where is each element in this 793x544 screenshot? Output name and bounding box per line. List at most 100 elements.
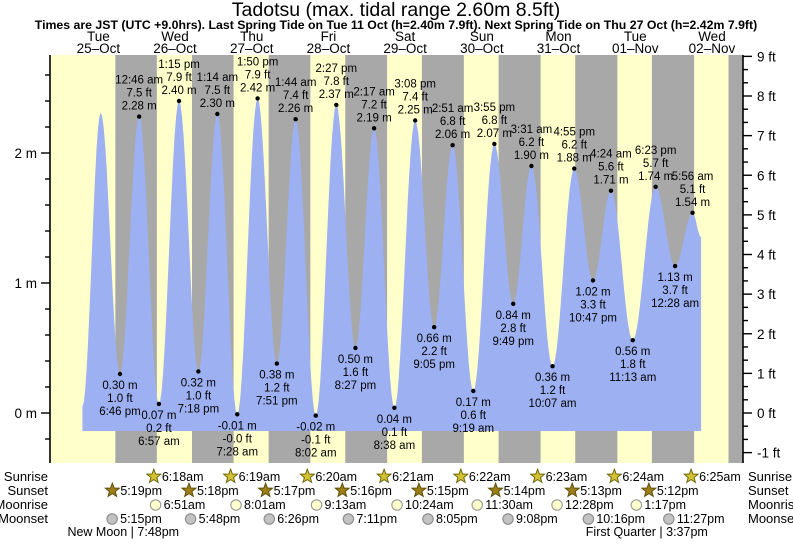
day-date-label: 29–Oct [383,41,427,56]
moonrise-icon [310,499,323,511]
right-axis-tick-label: 0 ft [757,406,776,421]
sunset-icon [180,481,198,498]
sunset-time: 5:14pm [504,484,546,498]
tide-extreme-dot [672,263,678,269]
sunset-time: 5:17pm [274,484,316,498]
tide-extreme-dot [353,345,358,351]
tide-curve [82,98,702,432]
high-tide-annotation: 4:55 pm 6.2 ft 1.88 m [553,127,595,165]
axes: 0 m 1 m 2 m -1 ft 0 ft 1 ft 2 ft 3 ft 4 ft 5 ft 6 … [14,49,781,463]
moonset-icon [502,513,514,525]
row-label-sunrise-left: Sunrise [4,469,48,484]
left-axis-tick-label: 0 m [14,406,37,421]
high-tide-annotation: 1:15 pm 7.9 ft 2.40 m [158,59,200,97]
sunset-time: 5:13pm [580,484,622,498]
tide-extreme-dot [653,184,658,189]
low-tide-annotation: 0.17 m 0.6 ft 9:19 am [452,397,494,435]
day-name-label: Sun [470,29,494,44]
chart-subtitle: Times are JST (UTC +9.0hrs). Last Spring… [35,18,757,32]
day-name-label: Sat [395,29,416,44]
sunset-time: 5:18pm [197,484,239,498]
tide-extreme-dot [392,405,397,410]
tide-extreme-dot [431,325,437,330]
right-axis-tick-label: 8 ft [757,89,776,104]
sunset-icon [640,481,658,498]
sunrise-icon [682,467,700,484]
right-axis-tick-label: 9 ft [757,49,776,64]
right-axis-tick-label: 4 ft [757,248,776,263]
day-date-label: 27–Oct [230,41,274,56]
low-tide-annotation: 1.02 m 3.3 ft 10:47 pm [569,286,617,324]
moonrise-time: 8:01am [244,498,286,512]
sunrise-time: 6:19am [239,470,281,484]
page-title: Tadotsu (max. tidal range 2.60m 8.5ft) [232,0,560,21]
tide-extreme-dot [196,369,201,374]
row-label-moonrise-left: Moonrise [0,497,48,512]
low-tide-annotation: 0.07 m 0.2 ft 6:57 am [138,410,180,448]
high-tide-annotation: 1:44 am 7.4 ft 2.26 m [275,77,317,115]
high-tide-annotation: 1:50 pm 7.9 ft 2.42 m [237,56,279,94]
sunrise-time: 6:21am [392,470,434,484]
day-labels: Tue25–OctWed26–OctThu27–OctFri28–OctSat2… [77,29,736,56]
right-axis-tick-label: 2 ft [757,327,776,342]
low-tide-annotation: 1.13 m 3.7 ft 12:28 am [651,272,699,310]
moonrise-icon [230,499,242,511]
sunset-icon [487,481,504,498]
sunrise-icon [529,467,546,484]
moonset-icon [422,513,434,525]
high-tide-annotation: 3:08 pm 7.4 ft 2.25 m [394,79,436,117]
sunrise-icon [145,467,163,484]
tide-extreme-dot [293,117,298,122]
tide-extreme-dot [412,118,418,123]
day-date-label: 31–Oct [537,41,581,56]
moonset-time: 9:08pm [516,512,558,526]
sunset-icon [333,481,351,498]
high-tide-annotation: 2:27 pm 7.8 ft 2.37 m [315,63,357,101]
moonset-time: 10:16pm [596,512,645,526]
day-date-label: 30–Oct [460,41,504,56]
moonrise-icon [471,499,484,511]
tide-curve-group [82,98,702,432]
day-date-label: 26–Oct [153,41,197,56]
tide-extreme-dot [274,361,280,366]
night-band [728,55,743,463]
low-tide-annotation: 0.32 m 1.0 ft 7:18 pm [178,377,220,415]
tide-extreme-dot [334,102,339,108]
sunrise-icon [375,467,393,484]
tide-extreme-dot [471,388,476,394]
moonrise-icon [149,499,162,511]
low-tide-annotation: 0.38 m 1.2 ft 7:51 pm [256,370,298,408]
low-tide-annotation: 0.04 m 0.1 ft 8:38 am [374,414,416,452]
right-axis-tick-label: 6 ft [757,168,776,183]
tide-extreme-dot [176,98,182,104]
day-name-label: Wed [161,29,189,44]
moonrise-time: 12:28pm [565,498,614,512]
sunrise-time: 6:20am [315,470,357,484]
day-name-label: Wed [698,29,726,44]
tide-extreme-dot [572,166,577,171]
sunrise-icon [299,467,316,484]
moonset-icon [263,513,276,525]
moonrise-icon [551,499,563,511]
sunrise-time: 6:24am [622,470,664,484]
day-name-label: Tue [624,29,647,44]
tide-extreme-dot [313,413,318,418]
tide-extreme-dot [511,301,516,306]
moonset-icon [663,513,675,525]
day-date-label: 01–Nov [612,41,659,56]
moonrise-time: 1:17pm [644,498,686,512]
low-tide-annotation: 0.36 m 1.2 ft 10:07 am [529,372,577,410]
moonrise-time: 11:30am [485,498,533,512]
sunset-icon [104,481,121,498]
moonset-time: 11:27pm [677,512,725,526]
tide-extreme-dot [590,278,596,283]
sunrise-icon [606,467,623,484]
day-name-label: Thu [240,29,263,44]
low-tide-annotation: -0.01 m -0.0 ft 7:28 am [216,420,258,458]
tide-extreme-dot [492,141,497,147]
row-label-moonset-right: Moonset [748,511,793,526]
high-tide-annotation: 3:55 pm 6.8 ft 2.07 m [474,102,516,140]
left-axis-tick-label: 1 m [14,276,37,291]
moonrise-time: 9:13am [325,498,367,512]
